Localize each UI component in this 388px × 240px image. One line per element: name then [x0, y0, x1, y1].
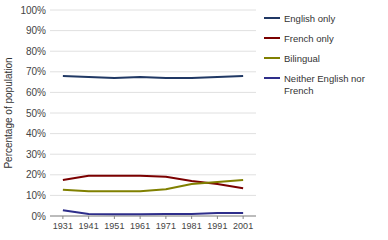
x-tick-label: 2001	[233, 221, 253, 231]
y-tick-label: 10%	[26, 190, 46, 201]
x-tick-label: 1971	[156, 221, 176, 231]
grid-line	[50, 92, 256, 93]
legend-label-line: French	[284, 85, 314, 96]
legend-label: English only	[284, 13, 335, 24]
grid-line	[50, 113, 256, 114]
series-line	[63, 210, 243, 214]
grid-line	[50, 51, 256, 52]
legend-label-line: Neither English nor	[284, 73, 365, 84]
y-tick-label: 40%	[26, 128, 46, 139]
legend-swatch	[264, 57, 280, 59]
legend-label: Neither English norFrench	[284, 73, 365, 96]
grid-line	[50, 154, 256, 155]
grid-line	[50, 216, 256, 217]
y-axis-label: Percentage of population	[3, 57, 14, 168]
x-tick	[217, 216, 218, 219]
y-tick-label: 50%	[26, 108, 46, 119]
legend-swatch	[264, 17, 280, 19]
x-tick-label: 1991	[207, 221, 227, 231]
x-tick	[191, 216, 192, 219]
x-tick-label: 1941	[79, 221, 99, 231]
grid	[50, 10, 256, 216]
legend-label-line: English only	[284, 13, 335, 24]
legend-swatch	[264, 37, 280, 39]
x-tick-label: 1981	[182, 221, 202, 231]
y-tick-label: 60%	[26, 87, 46, 98]
legend-label: French only	[284, 33, 334, 44]
legend-label-line: French only	[284, 33, 334, 44]
x-axis-line	[50, 216, 256, 217]
y-tick-label: 30%	[26, 149, 46, 160]
chart: 0% 10% 20% 30% 40% 50% 60% 70% 80% 90% 100% 1931 194…	[0, 0, 388, 240]
y-tick-label: 90%	[26, 25, 46, 36]
x-tick	[114, 216, 115, 219]
x-tick	[165, 216, 166, 219]
legend-label-line: Bilingual	[284, 53, 320, 64]
series-line	[63, 76, 243, 78]
x-tick-label: 1961	[130, 221, 150, 231]
legend: English only French only Bilingual Neither …	[264, 13, 365, 96]
lines	[63, 76, 243, 214]
y-tick-label: 80%	[26, 46, 46, 57]
x-tick	[243, 216, 244, 219]
x-tick-label: 1951	[104, 221, 124, 231]
y-tick-label: 70%	[26, 66, 46, 77]
y-tick-label: 0%	[32, 211, 47, 222]
y-tick-label: 20%	[26, 169, 46, 180]
grid-line	[50, 195, 256, 196]
y-tick-label: 100%	[20, 5, 46, 16]
grid-line	[50, 71, 256, 72]
grid-line	[50, 133, 256, 134]
grid-line	[50, 10, 256, 11]
series-line	[63, 180, 243, 191]
grid-line	[50, 30, 256, 31]
x-tick	[88, 216, 89, 219]
legend-swatch	[264, 77, 280, 79]
x-tick	[140, 216, 141, 219]
grid-line	[50, 174, 256, 175]
legend-label: Bilingual	[284, 53, 320, 64]
x-tick-label: 1931	[53, 221, 73, 231]
x-tick	[62, 216, 63, 219]
